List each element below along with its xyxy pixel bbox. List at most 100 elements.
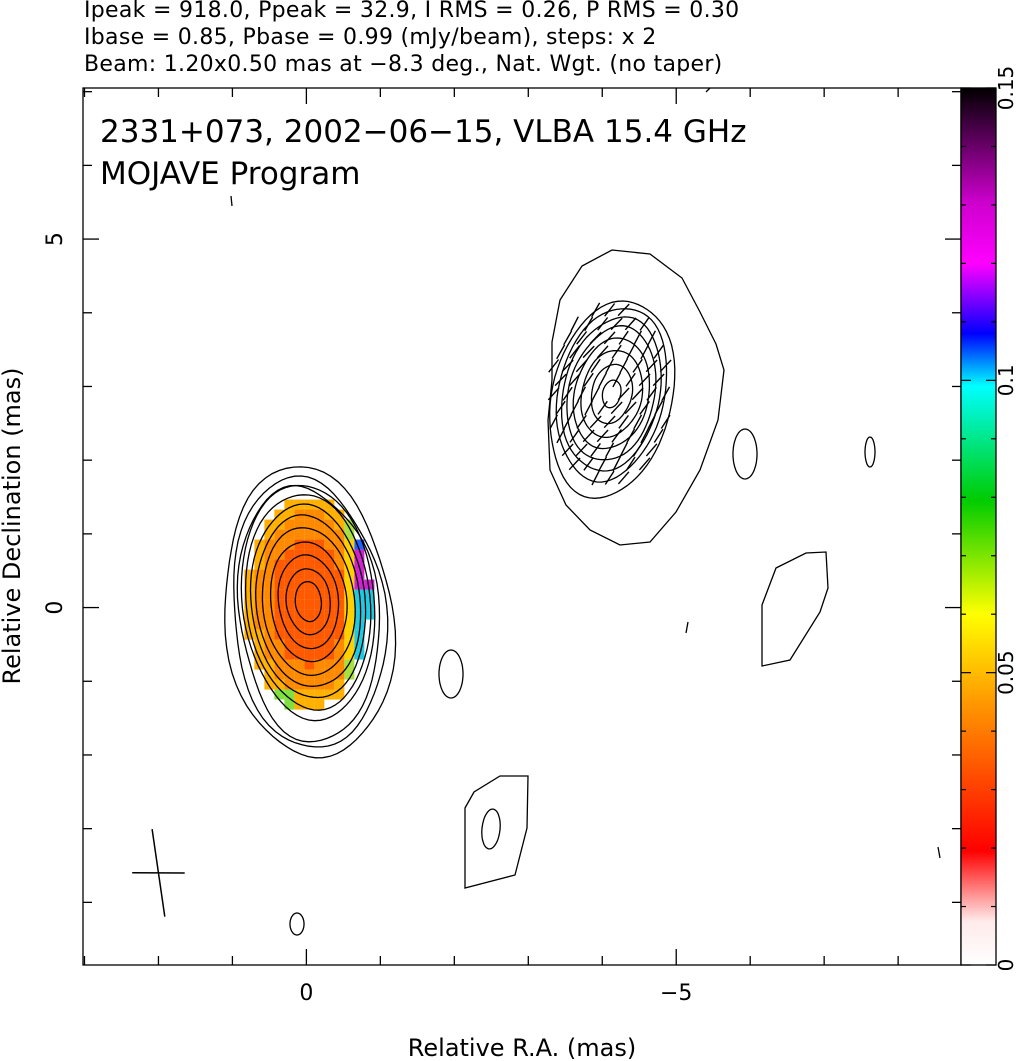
polarization-pixel xyxy=(314,529,325,540)
polarization-pixel xyxy=(274,669,285,680)
polarization-vector xyxy=(659,359,672,373)
colorbar-tick-label: 0 xyxy=(994,959,1018,972)
polarization-vector xyxy=(568,457,581,471)
polarization-pixel xyxy=(304,699,315,710)
core-contour xyxy=(236,484,381,743)
polarization-vector xyxy=(591,470,600,486)
polarization-pixel xyxy=(264,619,275,630)
core-contour xyxy=(261,527,356,677)
polarization-pixel xyxy=(324,599,335,610)
noise-contour xyxy=(705,88,711,93)
polarization-pixel xyxy=(274,539,285,550)
polarization-pixel xyxy=(294,549,305,560)
polarization-pixel xyxy=(274,629,285,640)
polarization-vector xyxy=(563,414,573,430)
noise-contour xyxy=(864,436,876,468)
jet-contour xyxy=(601,379,622,409)
noise-contour xyxy=(438,649,464,699)
polarization-vector xyxy=(645,443,658,457)
polarization-vector xyxy=(625,456,636,471)
polarization-pixel xyxy=(264,549,275,560)
polarization-pixel xyxy=(334,569,345,580)
polarization-pixel xyxy=(324,539,335,550)
polarization-pixel xyxy=(354,639,365,650)
polarization-pixel xyxy=(264,639,275,650)
polarization-pixel xyxy=(294,539,305,550)
polarization-vector xyxy=(618,330,629,345)
polarization-vector xyxy=(626,428,636,444)
polarization-pixel xyxy=(254,629,265,640)
polarization-pixel xyxy=(254,579,265,590)
polarization-vector xyxy=(556,344,566,360)
polarization-pixel xyxy=(334,579,345,590)
polarization-vector xyxy=(617,303,630,317)
colorbar-tick-label: 0.15 xyxy=(994,66,1018,111)
polarization-vector xyxy=(617,387,630,401)
polarization-pixel xyxy=(324,659,335,670)
polarization-vector xyxy=(575,359,588,373)
polarization-pixel xyxy=(274,569,285,580)
polarization-pixel xyxy=(304,589,315,600)
polarization-pixel xyxy=(354,619,365,630)
polarization-vector xyxy=(619,358,629,374)
polarization-pixel xyxy=(344,669,355,680)
polarization-pixel xyxy=(274,659,285,670)
polarization-vector xyxy=(610,317,623,331)
polarization-pixel xyxy=(284,639,295,650)
polarization-pixel xyxy=(324,499,335,510)
polarization-pixel xyxy=(304,529,315,540)
polarization-vector xyxy=(583,372,594,387)
polarization-pixel xyxy=(304,649,315,660)
polarization-pixel xyxy=(244,589,255,600)
polarization-pixel xyxy=(314,519,325,530)
polarization-pixel xyxy=(324,579,335,590)
polarization-pixel xyxy=(294,589,305,600)
polarization-vector xyxy=(653,344,664,359)
polarization-pixel xyxy=(334,609,345,620)
polarization-pixel xyxy=(344,599,355,610)
polarization-pixel xyxy=(314,629,325,640)
polarization-pixel xyxy=(344,649,355,660)
polarization-vector xyxy=(582,345,595,359)
polarization-pixel xyxy=(274,529,285,540)
polarization-vector xyxy=(589,415,602,429)
core-contour xyxy=(244,494,372,711)
polarization-pixel xyxy=(254,649,265,660)
polarization-pixel xyxy=(274,589,285,600)
polarization-vector xyxy=(554,373,567,387)
polarization-pixel xyxy=(304,619,315,630)
polarization-pixel xyxy=(264,559,275,570)
polarization-vector xyxy=(590,358,601,373)
polarization-pixel xyxy=(304,519,315,530)
polarization-pixel xyxy=(284,519,295,530)
core-contour xyxy=(269,541,348,663)
polarization-pixel xyxy=(344,539,355,550)
polarization-pixel xyxy=(344,579,355,590)
polarization-pixel xyxy=(274,679,285,690)
jet-contour xyxy=(572,337,651,450)
polarization-pixel xyxy=(254,659,265,670)
polarization-pixel xyxy=(274,639,285,650)
beam-marker xyxy=(132,828,185,917)
x-tick-label: 0 xyxy=(299,981,313,1006)
polarization-pixel xyxy=(294,679,305,690)
polarization-pixel xyxy=(264,609,275,620)
polarization-pixel xyxy=(314,599,325,610)
polarization-vector xyxy=(583,456,594,471)
polarization-pixel xyxy=(284,559,295,570)
polarization-pixel xyxy=(304,599,315,610)
polarization-pixel xyxy=(294,519,305,530)
polarization-vector xyxy=(653,428,664,443)
header-line-1: Ipeak = 918.0, Ppeak = 32.9, I RMS = 0.2… xyxy=(84,0,740,23)
noise-contour xyxy=(685,621,689,634)
polarization-pixel xyxy=(254,599,265,610)
polarization-pixel xyxy=(284,539,295,550)
polarization-pixel xyxy=(274,559,285,570)
polarization-pixel xyxy=(264,529,275,540)
polarization-vector xyxy=(632,358,643,373)
polarization-vector xyxy=(570,316,579,332)
polarization-vector xyxy=(611,344,622,359)
polarization-pixel xyxy=(334,599,345,610)
polarization-vector xyxy=(568,373,581,387)
polarization-pixel xyxy=(244,579,255,590)
